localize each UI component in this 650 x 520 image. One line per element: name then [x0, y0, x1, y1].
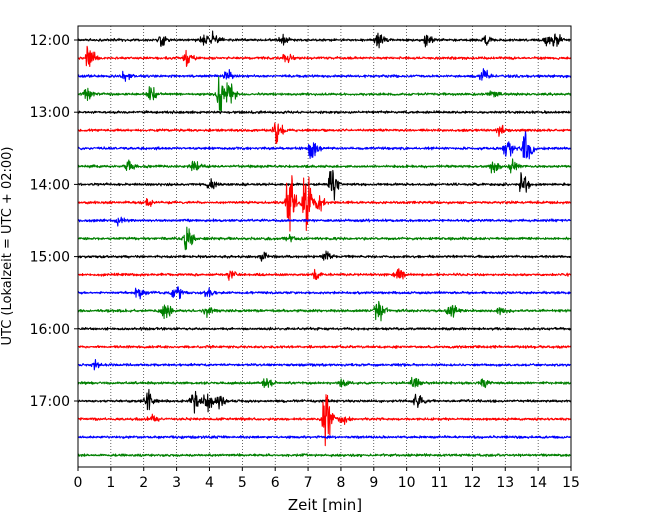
y-tick-label: 12:00: [30, 33, 70, 49]
y-axis-label: UTC (Lokalzeit = UTC + 02:00): [0, 147, 15, 346]
plot-frame: [77, 25, 572, 468]
trace-1200: [77, 30, 572, 49]
x-tick-label: 10: [398, 475, 416, 491]
x-tick-label: 4: [205, 475, 214, 491]
trace-1600: [77, 326, 572, 331]
x-tick-label: 12: [463, 475, 481, 491]
trace-1645: [77, 376, 572, 389]
x-tick-label: 1: [106, 475, 115, 491]
x-tick-label: 9: [369, 475, 378, 491]
trace-1445: [77, 226, 572, 251]
x-tick-label: 5: [238, 475, 247, 491]
seismic-traces: [77, 30, 572, 458]
trace-1415: [77, 175, 572, 232]
trace-1345: [77, 158, 572, 174]
x-tick-label: 8: [336, 475, 345, 491]
trace-1300: [77, 110, 572, 115]
trace-1615: [77, 344, 572, 349]
trace-1730: [77, 435, 572, 440]
trace-1545: [77, 300, 572, 322]
y-axis-ticks: 12:00 13:00 14:00 15:00 16:00 17:00: [30, 33, 78, 410]
y-tick-label: 13:00: [30, 105, 70, 121]
x-tick-label: 2: [139, 475, 148, 491]
trace-1700: [77, 388, 572, 414]
trace-1500: [77, 250, 572, 262]
trace-1715: [77, 394, 572, 447]
trace-1215: [77, 45, 572, 68]
y-tick-label: 17:00: [30, 394, 70, 410]
trace-1630: [77, 359, 572, 371]
trace-1330: [77, 131, 572, 160]
trace-1230: [77, 68, 572, 82]
trace-1400: [77, 169, 572, 201]
y-tick-label: 14:00: [30, 177, 70, 193]
y-tick-label: 16:00: [30, 322, 70, 338]
x-tick-label: 7: [304, 475, 313, 491]
trace-1515: [77, 268, 572, 281]
trace-1430: [77, 216, 572, 227]
trace-1245: [77, 76, 572, 113]
x-tick-label: 11: [431, 475, 449, 491]
x-tick-label: 3: [172, 475, 181, 491]
y-tick-label: 15:00: [30, 250, 70, 266]
trace-1745: [77, 453, 572, 458]
x-axis-label: Zeit [min]: [288, 496, 362, 514]
x-tick-label: 13: [496, 475, 514, 491]
trace-1315: [77, 122, 572, 144]
x-tick-label: 15: [562, 475, 580, 491]
x-tick-label: 6: [271, 475, 280, 491]
trace-1530: [77, 286, 572, 300]
x-tick-label: 14: [529, 475, 547, 491]
x-axis-ticks: 0 1 2 3 4 5 6 7 8 9 10 11 12 13 14 15: [74, 467, 580, 491]
x-tick-label: 0: [74, 475, 83, 491]
